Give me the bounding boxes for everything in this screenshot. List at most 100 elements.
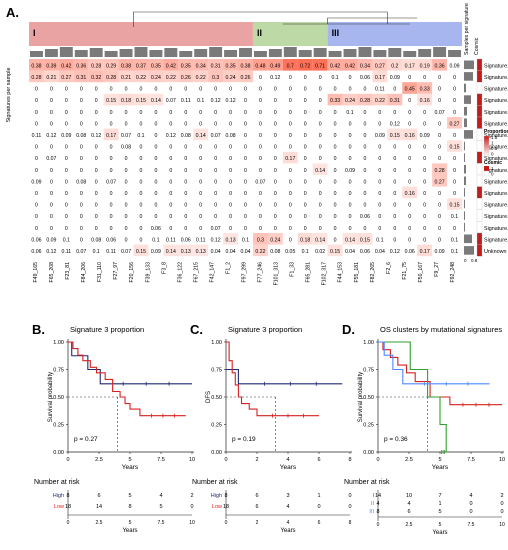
cell-value: 0 (229, 168, 232, 174)
x-tick-label: 2.5 (405, 457, 413, 463)
panelB-risk-xlabel: Years (122, 528, 137, 534)
cell-value: 0.11 (166, 237, 176, 243)
cell-value: 0 (438, 226, 441, 232)
cluster-label: III (332, 28, 340, 38)
cell-value: 0 (35, 191, 38, 197)
km-panelC: C. Signature 3 proportion DFS Years 0.00 0.25… (190, 322, 352, 534)
cell-value: 0 (274, 214, 277, 220)
cell-value: 0 (184, 87, 187, 93)
risk-count: 0 (500, 501, 503, 507)
cosmic-flag-cell (476, 140, 483, 152)
cell-value: 0 (244, 87, 247, 93)
cell-value: 0 (259, 133, 262, 139)
cell-value: 0 (169, 87, 172, 93)
cell-value: 0 (154, 87, 157, 93)
signature-label: Signature.24 (484, 214, 508, 220)
sample-label: F27_97 (113, 262, 119, 280)
cell-value: 0 (95, 87, 98, 93)
cell-value: 0.24 (151, 75, 161, 81)
cosmic-flag-cell (476, 221, 483, 234)
risk-count: 18 (223, 504, 229, 510)
heatmap-cell (402, 82, 418, 94)
cell-value: 0 (438, 237, 441, 243)
cell-value: 0 (229, 87, 232, 93)
cell-value: 0 (50, 191, 53, 197)
risk-count: 18 (65, 504, 71, 510)
cell-value: 0.1 (93, 249, 100, 255)
risk-x-tick: 4 (287, 520, 290, 526)
cell-value: 0.06 (151, 226, 161, 232)
cell-value: 0 (349, 145, 352, 151)
cell-value: 0 (214, 191, 217, 197)
sample-label: F82_265 (370, 262, 376, 283)
x-tick-label: 0 (66, 457, 69, 463)
cell-value: 0 (378, 226, 381, 232)
heatmap-cell (417, 244, 433, 257)
cell-value: 0 (289, 98, 292, 104)
cell-value: 0.24 (270, 237, 280, 243)
cell-value: 0 (80, 237, 83, 243)
cell-value: 0.07 (255, 179, 265, 185)
cell-value: 0 (423, 145, 426, 151)
cell-value: 0 (349, 203, 352, 209)
risk-count: 3 (286, 493, 289, 499)
cell-value: 0 (408, 98, 411, 104)
cosmic-flag-cell (476, 174, 483, 187)
cell-value: 0 (95, 156, 98, 162)
cell-value: 0 (110, 110, 113, 116)
cell-value: 0 (35, 168, 38, 174)
cell-value: 0 (274, 87, 277, 93)
cell-value: 0 (199, 145, 202, 151)
cell-value: 0 (50, 98, 53, 104)
x-tick-label: 6 (317, 457, 320, 463)
signature-bar (464, 246, 474, 255)
heatmap-cell (58, 59, 74, 71)
sample-bar (283, 47, 297, 57)
cell-value: 0 (65, 191, 68, 197)
cell-value: 0.1 (302, 249, 309, 255)
risk-count: 8 (224, 493, 227, 499)
cell-value: 0 (50, 203, 53, 209)
signature-bar (464, 72, 473, 81)
cell-value: 0.12 (166, 133, 176, 139)
cell-value: 0.11 (181, 98, 191, 104)
risk-x-tick: 7.5 (158, 520, 165, 526)
sample-label: F65_281 (306, 262, 312, 283)
sample-label: F1_2 (225, 262, 231, 274)
cell-value: 0 (199, 168, 202, 174)
cosmic-swatch-0 (483, 170, 490, 177)
sample-bar (343, 49, 357, 57)
cosmic-flag-cell (476, 163, 483, 176)
risk-count: 7 (438, 493, 441, 499)
cell-value: 0 (125, 168, 128, 174)
sample-bar (119, 49, 133, 57)
cell-value: 0.1 (451, 249, 458, 255)
cell-value: 0 (169, 156, 172, 162)
cell-value: 0 (214, 145, 217, 151)
cell-value: 0.28 (31, 75, 41, 81)
cell-value: 0.71 (315, 63, 325, 69)
cell-value: 0 (140, 110, 143, 116)
cell-value: 0 (184, 179, 187, 185)
cell-value: 0 (453, 179, 456, 185)
cell-value: 0.15 (136, 98, 146, 104)
x-tick-label: 0 (224, 457, 227, 463)
cell-value: 0 (95, 226, 98, 232)
cosmic-flag-cell (476, 232, 483, 245)
heatmap-cell (312, 163, 328, 175)
cell-value: 0 (80, 156, 83, 162)
cosmic-tick: 0 (491, 172, 494, 177)
cell-value: 0.12 (91, 133, 101, 139)
cell-value: 0 (289, 75, 292, 81)
heatmap-cell (417, 82, 433, 94)
cell-value: 0 (423, 237, 426, 243)
cell-value: 0.06 (360, 249, 370, 255)
cell-value: 0.13 (181, 249, 191, 255)
cell-value: 0 (319, 179, 322, 185)
risk-group-name: High (211, 493, 222, 499)
heatmap-cell (252, 244, 268, 257)
y-side-label: Signatures per sample (6, 67, 12, 122)
cell-value: 0.12 (390, 121, 400, 127)
cell-value: 0.18 (121, 98, 131, 104)
cell-value: 0 (423, 226, 426, 232)
